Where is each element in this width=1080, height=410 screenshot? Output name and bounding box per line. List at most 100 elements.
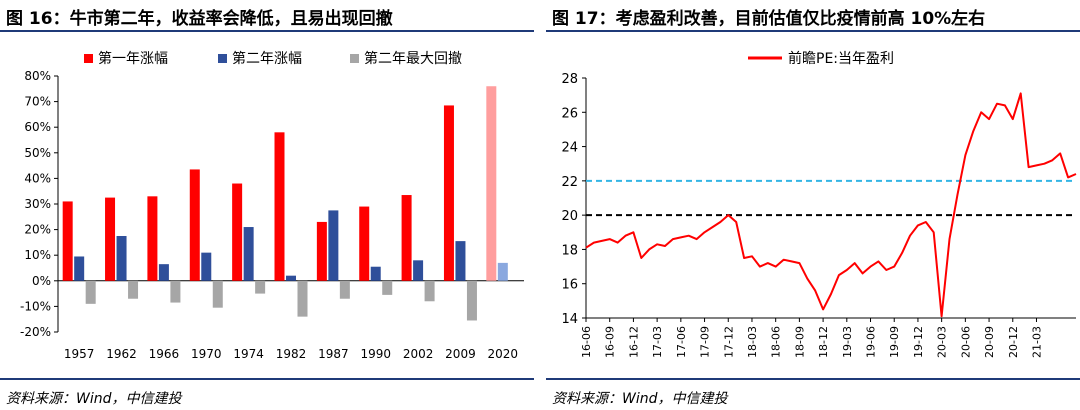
bar xyxy=(316,221,327,281)
y-tick-label: 26 xyxy=(561,106,578,121)
legend-label: 第二年涨幅 xyxy=(232,50,302,67)
x-tick-label: 16-09 xyxy=(604,326,617,358)
legend-label: 第二年最大回撤 xyxy=(364,50,462,67)
bar xyxy=(286,275,296,281)
x-tick-label: 17-03 xyxy=(651,326,664,358)
x-tick-label: 1962 xyxy=(106,347,137,361)
y-tick-label: 20 xyxy=(561,209,578,224)
x-tick-label: 18-03 xyxy=(746,326,759,358)
y-tick-label: 0% xyxy=(32,274,51,288)
legend-swatch xyxy=(218,54,227,63)
left-chart-panel: 图 16：牛市第二年，收益率会降低，且易出现回撤 -20% -10% 0% 10% 20… xyxy=(0,0,534,410)
y-tick-label: 10% xyxy=(24,248,51,262)
y-tick-label: 70% xyxy=(24,95,51,109)
left-title-rule xyxy=(0,30,534,32)
x-tick-label: 19-06 xyxy=(865,326,878,358)
y-tick-label: 40% xyxy=(24,171,51,185)
right-chart-panel: 图 17：考虑盈利改善，目前估值仅比疫情前高 10%左右 14 16 18 20 22 2… xyxy=(546,0,1080,410)
legend-swatch xyxy=(350,54,359,63)
x-tick-label: 17-12 xyxy=(722,326,735,358)
bar xyxy=(243,227,254,281)
bar xyxy=(370,266,381,281)
bar xyxy=(189,169,200,281)
left-source-rule xyxy=(0,378,534,380)
x-tick-label: 19-09 xyxy=(888,326,901,358)
bar xyxy=(85,280,96,304)
right-chart-source: 资料来源：Wind，中信建投 xyxy=(552,391,728,407)
x-tick-label: 1966 xyxy=(149,347,180,361)
bar xyxy=(128,280,139,299)
bar xyxy=(382,280,393,295)
bar xyxy=(339,280,350,299)
bar xyxy=(424,280,435,302)
x-tick-label: 1957 xyxy=(64,347,95,361)
bar xyxy=(466,280,477,321)
bar xyxy=(201,252,212,281)
x-tick-label: 1990 xyxy=(360,347,391,361)
bar xyxy=(147,196,158,281)
bar xyxy=(359,206,370,281)
bar-chart: -20% -10% 0% 10% 20% 30% 40% 50% 60% 70% 80% 1957 19… xyxy=(20,50,524,361)
right-chart-title: 图 17：考虑盈利改善，目前估值仅比疫情前高 10%左右 xyxy=(552,9,986,29)
left-chart-source: 资料来源：Wind，中信建投 xyxy=(6,391,182,407)
bar xyxy=(232,183,243,281)
x-tick-label: 17-09 xyxy=(699,326,712,358)
y-tick-label: 50% xyxy=(24,146,51,160)
bar xyxy=(497,262,508,281)
bar xyxy=(255,280,266,294)
x-tick-label: 20-03 xyxy=(936,326,949,358)
bar xyxy=(328,210,339,281)
x-tick-label: 1970 xyxy=(191,347,222,361)
bar xyxy=(486,86,497,281)
x-tick-label: 2002 xyxy=(403,347,434,361)
y-tick-label: -10% xyxy=(20,299,51,313)
right-source-rule xyxy=(546,378,1080,380)
y-tick-label: 16 xyxy=(561,278,578,293)
x-tick-label: 20-09 xyxy=(983,326,996,358)
legend-swatch xyxy=(84,54,93,63)
x-tick-label: 16-12 xyxy=(627,326,640,358)
x-tick-label: 1982 xyxy=(276,347,307,361)
x-tick-label: 16-06 xyxy=(580,326,593,358)
bar xyxy=(274,132,285,281)
bar xyxy=(401,195,412,281)
legend-label: 第一年涨幅 xyxy=(98,50,168,67)
bar xyxy=(62,201,73,281)
bar xyxy=(74,256,85,281)
bar xyxy=(212,280,223,308)
x-tick-label: 19-12 xyxy=(912,326,925,358)
x-tick-label: 2009 xyxy=(445,347,476,361)
y-tick-label: 60% xyxy=(24,120,51,134)
line-chart: 14 16 18 20 22 24 26 28 16-06 16-09 16-12 17-03 17-0… xyxy=(561,50,1077,358)
y-tick-label: 28 xyxy=(561,72,578,87)
y-tick-label: 30% xyxy=(24,197,51,211)
x-tick-label: 18-09 xyxy=(793,326,806,358)
x-tick-label: 20-06 xyxy=(959,326,972,358)
bar xyxy=(297,280,308,317)
y-tick-label: -20% xyxy=(20,325,51,339)
x-tick-label: 18-06 xyxy=(770,326,783,358)
bar xyxy=(170,280,181,303)
x-tick-label: 19-03 xyxy=(841,326,854,358)
bar xyxy=(105,197,116,281)
y-tick-label: 24 xyxy=(561,141,578,156)
x-tick-label: 1974 xyxy=(233,347,264,361)
y-tick-label: 80% xyxy=(24,69,51,83)
bar xyxy=(413,260,424,281)
pe-series-line xyxy=(585,92,1077,318)
x-tick-label: 2020 xyxy=(488,347,519,361)
y-tick-label: 18 xyxy=(561,243,578,258)
x-tick-label: 20-12 xyxy=(1007,326,1020,358)
bar xyxy=(116,236,127,281)
y-tick-label: 14 xyxy=(561,312,578,327)
legend-label: 前瞻PE:当年盈利 xyxy=(788,50,894,67)
x-tick-label: 18-12 xyxy=(817,326,830,358)
x-tick-label: 1987 xyxy=(318,347,349,361)
bar xyxy=(443,105,454,281)
left-chart-title: 图 16：牛市第二年，收益率会降低，且易出现回撤 xyxy=(6,9,393,29)
y-tick-label: 22 xyxy=(561,175,578,190)
bar xyxy=(158,264,169,281)
y-tick-label: 20% xyxy=(24,223,51,237)
right-title-rule xyxy=(546,30,1080,32)
x-tick-label: 17-06 xyxy=(675,326,688,358)
